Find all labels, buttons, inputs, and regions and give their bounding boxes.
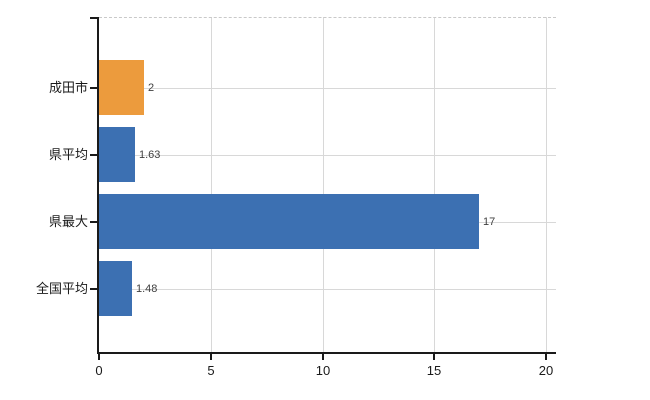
bar <box>99 60 144 115</box>
y-axis-category-tick <box>90 288 97 290</box>
value-label: 1.63 <box>139 149 161 161</box>
y-axis-line <box>97 17 99 354</box>
horizontal-gridline <box>99 289 556 290</box>
bar <box>99 127 135 182</box>
vertical-gridline <box>211 17 212 352</box>
x-axis-tick <box>322 354 324 360</box>
x-axis-tick-label: 5 <box>207 363 215 378</box>
x-axis-tick-label: 15 <box>426 363 442 378</box>
vertical-gridline <box>434 17 435 352</box>
category-label: 県平均 <box>48 147 88 162</box>
horizontal-gridline <box>99 155 556 156</box>
x-axis-tick <box>545 354 547 360</box>
y-axis-category-tick <box>90 221 97 223</box>
plot-top-border <box>99 17 556 18</box>
value-label: 2 <box>148 82 155 94</box>
x-axis-tick-label: 20 <box>538 363 554 378</box>
vertical-gridline <box>546 17 547 352</box>
category-label: 県最大 <box>48 214 88 229</box>
category-label: 成田市 <box>48 80 88 95</box>
vertical-gridline <box>323 17 324 352</box>
x-axis-tick <box>433 354 435 360</box>
y-axis-category-tick <box>90 154 97 156</box>
bar <box>99 261 132 316</box>
x-axis-tick-label: 10 <box>315 363 331 378</box>
bar <box>99 194 479 249</box>
x-axis-tick <box>210 354 212 360</box>
x-axis-tick-label: 0 <box>95 363 103 378</box>
value-label: 17 <box>483 216 496 228</box>
x-axis-tick <box>98 354 100 360</box>
horizontal-gridline <box>99 88 556 89</box>
y-axis-category-tick <box>90 87 97 89</box>
y-axis-top-tick <box>90 17 97 19</box>
category-label: 全国平均 <box>35 281 88 296</box>
value-label: 1.48 <box>136 283 158 295</box>
x-axis-line <box>97 352 556 354</box>
